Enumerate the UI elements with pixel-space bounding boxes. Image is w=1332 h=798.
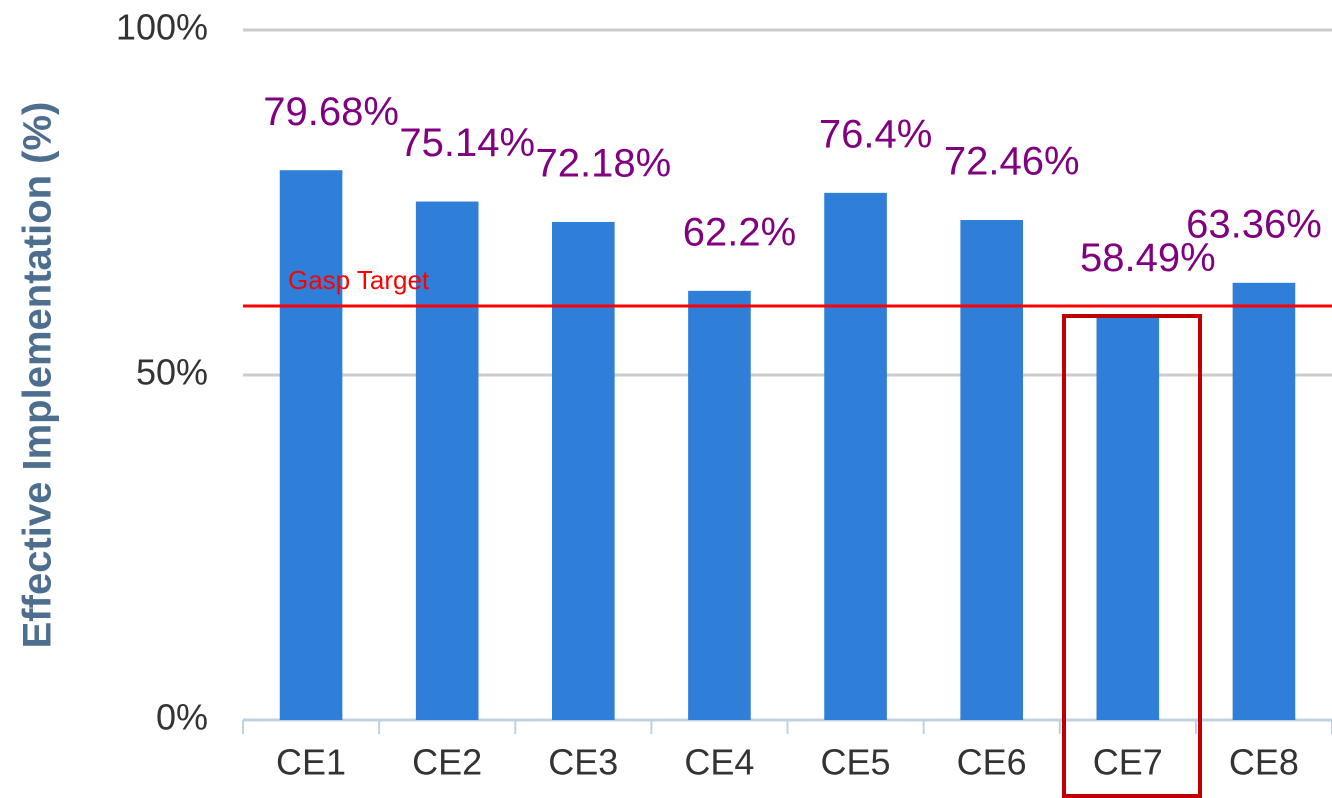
data-label: 62.2% [683, 210, 796, 254]
bar [824, 192, 887, 721]
x-tick-label: CE1 [276, 742, 346, 783]
x-tick-label: CE8 [1229, 742, 1299, 783]
data-label: 76.4% [819, 112, 932, 156]
x-tick-label: CE2 [412, 742, 482, 783]
y-tick-label: 0% [156, 697, 208, 738]
bar [279, 170, 343, 720]
x-tick-label: CE3 [548, 742, 618, 783]
data-label: 79.68% [263, 90, 399, 134]
data-label: 58.49% [1080, 236, 1216, 280]
highlight-box [1062, 314, 1202, 798]
y-axis-title: Effective Implementation (%) [16, 102, 60, 649]
bar [1096, 316, 1160, 720]
bar [1232, 282, 1296, 720]
bar [552, 221, 615, 720]
bar [960, 220, 1023, 720]
x-tick-label: CE7 [1093, 742, 1163, 783]
bar [415, 201, 479, 720]
data-label: 75.14% [399, 121, 535, 165]
y-tick-label: 50% [136, 352, 208, 393]
x-tick-label: CE6 [957, 742, 1027, 783]
bar [688, 290, 751, 720]
data-label: 72.18% [535, 142, 671, 186]
x-tick-label: CE5 [821, 742, 891, 783]
data-label: 72.46% [944, 140, 1080, 184]
target-label: Gasp Target [288, 265, 430, 295]
y-tick-label: 100% [116, 7, 208, 48]
x-tick-label: CE4 [684, 742, 754, 783]
data-label: 63.36% [1186, 202, 1322, 246]
